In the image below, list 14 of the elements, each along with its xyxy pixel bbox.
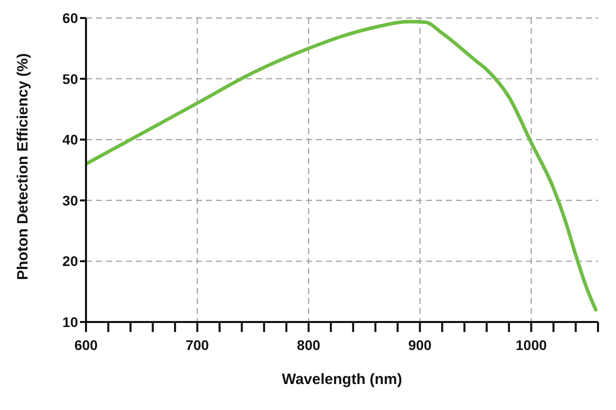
x-tick-label: 700	[186, 336, 210, 353]
x-tick-label: 600	[74, 336, 98, 353]
line-series	[86, 20, 598, 312]
y-tick-label: 10	[62, 314, 78, 330]
y-tick-label: 60	[62, 10, 78, 26]
x-tick-label: 900	[408, 336, 432, 353]
y-tick-label: 20	[62, 253, 78, 270]
y-tick-label: 40	[62, 132, 78, 148]
y-axis-title: Photon Detection Efficiency (%)	[14, 53, 32, 280]
x-axis-title: Wavelength (nm)	[282, 371, 402, 388]
y-tick-label: 30	[62, 192, 78, 208]
x-tick-label: 800	[296, 336, 320, 353]
y-tick-label: 50	[62, 70, 78, 87]
x-tick-label: 1000	[516, 336, 547, 353]
